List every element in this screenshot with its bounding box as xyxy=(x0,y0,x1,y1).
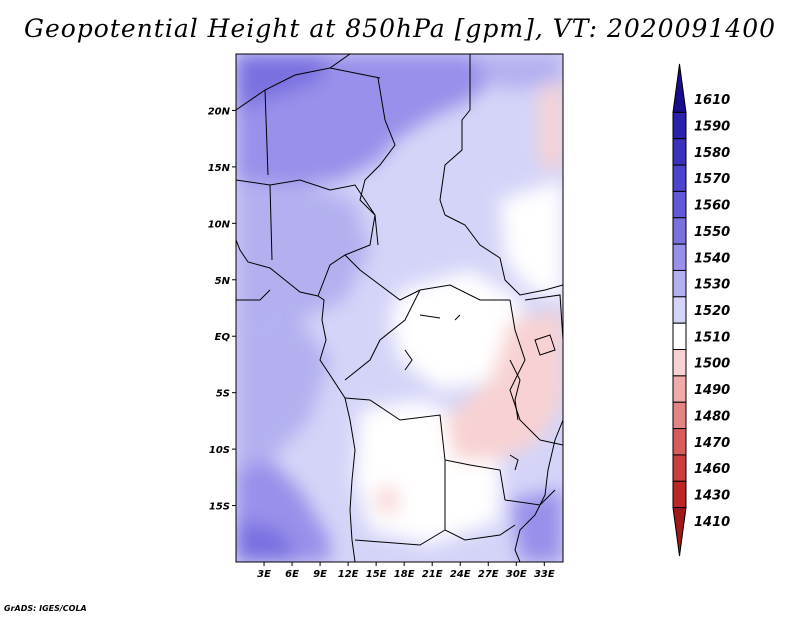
height-field xyxy=(236,54,563,562)
colorbar-swatch xyxy=(672,322,687,351)
colorbar-swatch xyxy=(672,296,687,324)
colorbar-label: 1550 xyxy=(694,225,730,240)
lon-tick-label: 6E xyxy=(285,569,299,580)
latitude-axis: 20N 15N 10N 5N EQ 5S 10S 15S xyxy=(208,106,236,513)
colorbar-swatch xyxy=(672,217,687,245)
longitude-axis: 3E 6E 9E 12E 15E 18E 21E 24E 27E 30E 33E xyxy=(257,562,555,580)
border-tanzania-mozambique xyxy=(539,439,563,446)
border-uganda xyxy=(524,294,563,341)
colorbar-label: 1470 xyxy=(694,436,730,451)
lat-tick-label: 5N xyxy=(215,276,231,287)
border-cameroon-car xyxy=(344,254,510,301)
lon-tick-label: 27E xyxy=(478,569,499,580)
lon-tick-label: 21E xyxy=(422,569,443,580)
lon-tick-label: 15E xyxy=(366,569,387,580)
colorbar-label: 1570 xyxy=(694,172,730,187)
field-very-high-northwest xyxy=(236,54,330,110)
lat-tick-label: 20N xyxy=(208,106,231,117)
lon-tick-label: 33E xyxy=(534,569,555,580)
colorbar: 1610 1590 1580 1570 1560 1550 1540 1530 1520 1510… xyxy=(672,63,730,557)
field-west-africa xyxy=(236,180,370,330)
field-mozambique-channel xyxy=(510,490,563,562)
lat-tick-label: 15N xyxy=(208,163,231,174)
lake-tanganyika xyxy=(509,359,521,421)
colorbar-label: 1430 xyxy=(694,488,730,503)
colorbar-swatch xyxy=(672,480,687,509)
field-zambia-low xyxy=(375,485,400,515)
colorbar-swatch xyxy=(672,375,687,403)
lat-tick-label: 15S xyxy=(209,502,230,513)
colorbar-label: 1500 xyxy=(694,357,730,372)
colorbar-label: 1540 xyxy=(694,251,730,266)
colorbar-label: 1490 xyxy=(694,383,730,398)
colorbar-swatch xyxy=(672,190,687,219)
border-car-sudan xyxy=(444,214,563,296)
lake-malawi xyxy=(509,454,519,471)
colorbar-swatch xyxy=(672,111,687,140)
lat-tick-label: 10S xyxy=(209,445,230,456)
lon-tick-label: 3E xyxy=(257,569,271,580)
colorbar-swatch xyxy=(672,507,687,557)
lat-tick-label: 10N xyxy=(208,219,231,230)
colorbar-swatch xyxy=(672,269,687,298)
field-ethiopia-low xyxy=(540,80,563,170)
field-east-sudan xyxy=(500,180,563,300)
lon-tick-label: 9E xyxy=(313,569,327,580)
border-chad xyxy=(359,77,396,246)
border-niger-north xyxy=(329,67,381,79)
border-niger-nigeria xyxy=(236,179,376,297)
border-zambia-mozambique xyxy=(504,489,556,506)
field-gulf-guinea xyxy=(236,320,330,470)
border-libya-egypt-sudan xyxy=(439,54,471,216)
lat-tick-label: 5S xyxy=(216,389,230,400)
lat-tick-label: EQ xyxy=(215,332,231,343)
colorbar-label: 1510 xyxy=(694,330,730,345)
field-great-lakes-low xyxy=(445,310,563,460)
lon-tick-label: 30E xyxy=(506,569,527,580)
colorbar-swatch xyxy=(672,164,687,192)
rivers-congo xyxy=(404,314,461,371)
colorbar-swatch xyxy=(672,63,687,113)
colorbar-swatch xyxy=(672,349,687,377)
colorbar-label: 1410 xyxy=(694,515,730,530)
lon-tick-label: 12E xyxy=(338,569,359,580)
colorbar-swatch xyxy=(672,401,687,430)
grads-credit: GrADS: IGES/COLA xyxy=(4,604,87,613)
colorbar-label: 1580 xyxy=(694,146,730,161)
colorbar-label: 1460 xyxy=(694,462,730,477)
border-burkina-ghana xyxy=(269,184,273,261)
colorbar-swatch xyxy=(672,428,687,456)
colorbar-swatch xyxy=(672,138,687,166)
colorbar-label: 1530 xyxy=(694,278,730,293)
lon-tick-label: 18E xyxy=(394,569,415,580)
colorbar-label: 1590 xyxy=(694,120,730,135)
plot-frame xyxy=(235,53,564,563)
lon-tick-label: 24E xyxy=(450,569,471,580)
border-mali-east xyxy=(264,89,269,176)
colorbar-label: 1480 xyxy=(694,409,730,424)
colorbar-label: 1560 xyxy=(694,199,730,214)
border-namibia-north xyxy=(354,529,446,546)
border-ghana-togo xyxy=(236,289,271,301)
coastline-atlantic xyxy=(236,239,356,562)
country-borders xyxy=(236,54,563,562)
colorbar-label: 1610 xyxy=(694,93,730,108)
chart-title: Geopotential Height at 850hPa [gpm], VT:… xyxy=(23,14,777,43)
field-south-atlantic-high xyxy=(236,520,300,562)
border-congo-gabon xyxy=(344,289,421,381)
border-algeria-mali xyxy=(236,54,351,111)
border-angola-zambia xyxy=(444,460,516,541)
lake-victoria xyxy=(534,334,556,356)
border-drc-angola xyxy=(344,397,506,501)
colorbar-label: 1520 xyxy=(694,304,730,319)
colorbar-swatch xyxy=(672,243,687,271)
colorbar-swatch xyxy=(672,454,687,482)
field-northeast xyxy=(470,54,563,90)
